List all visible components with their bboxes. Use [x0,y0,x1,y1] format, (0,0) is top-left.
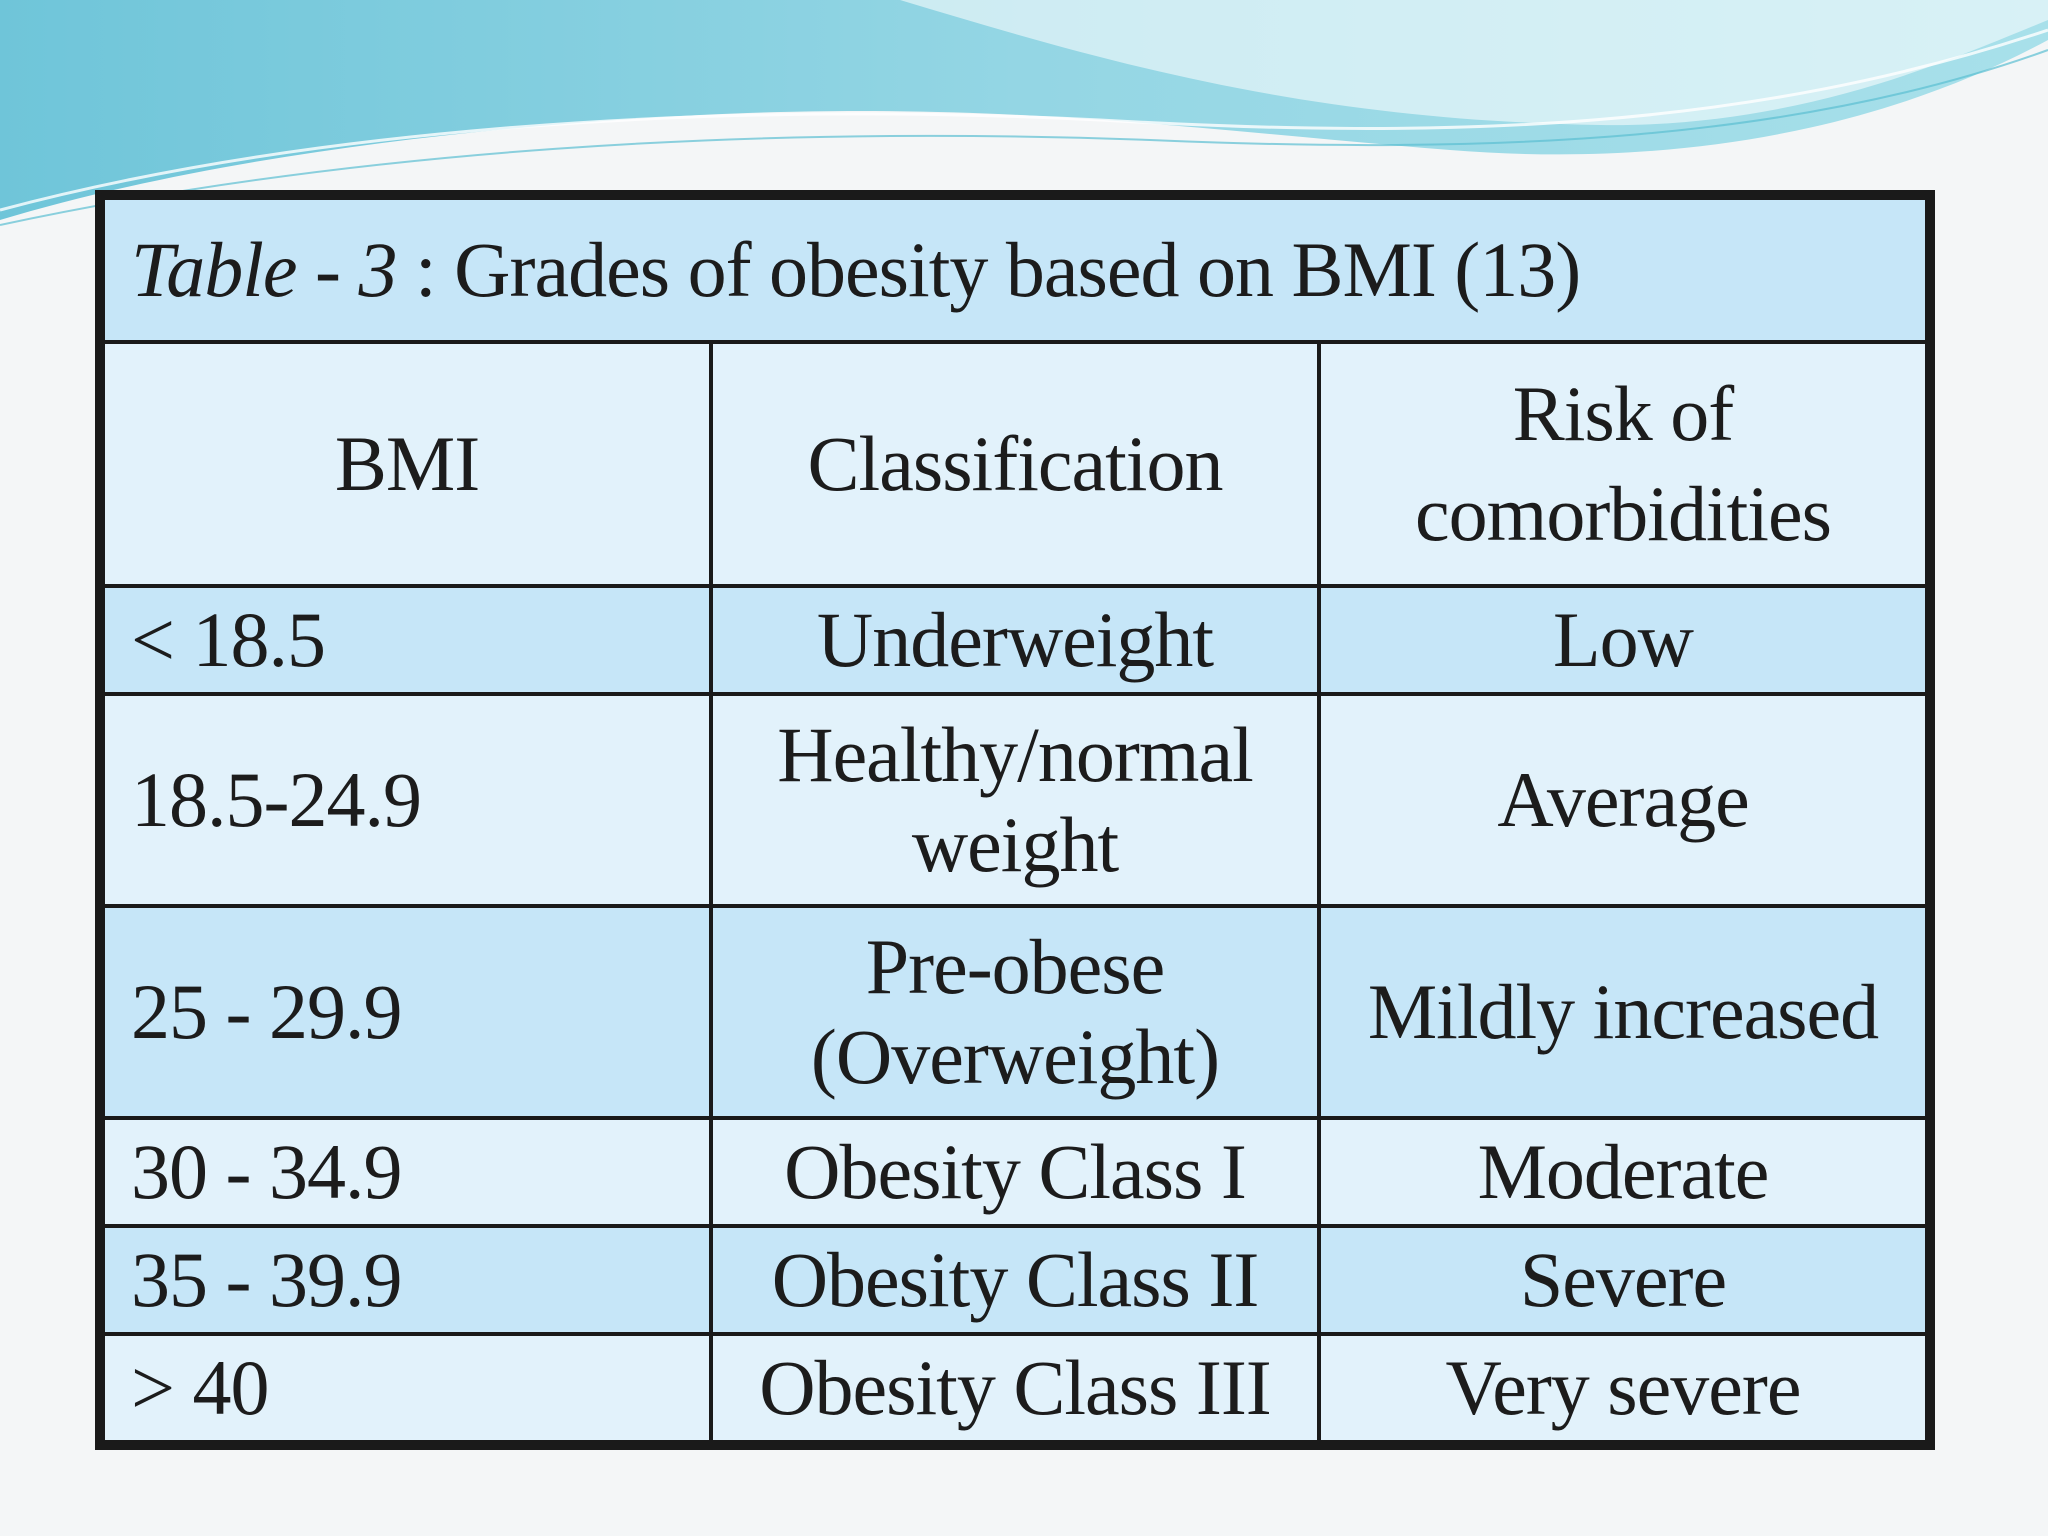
table-row: 18.5-24.9 Healthy/normal weight Average [101,692,1929,908]
cell-classification: Underweight [709,583,1321,697]
cell-risk: Average [1317,692,1929,908]
cell-classification: Pre-obese (Overweight) [709,903,1321,1120]
cell-classification: Obesity Class I [709,1115,1321,1228]
cell-risk: Moderate [1317,1115,1929,1228]
cell-risk: Mildly increased [1317,903,1929,1120]
cell-bmi: < 18.5 [101,583,713,697]
cell-risk: Severe [1317,1223,1929,1336]
cell-bmi: > 40 [101,1331,713,1445]
bmi-table: Table - 3 : Grades of obesity based on B… [101,196,1929,1445]
header-risk-text: Risk of comorbidities [1415,370,1832,557]
table-row: 35 - 39.9 Obesity Class II Severe [101,1223,1929,1336]
table-caption: Table - 3 : Grades of obesity based on B… [101,196,1929,344]
header-risk: Risk of comorbidities [1317,340,1929,588]
header-bmi: BMI [101,340,713,588]
table-caption-label: Table - 3 [131,226,397,313]
table-row: < 18.5 Underweight Low [101,583,1929,697]
cell-bmi: 18.5-24.9 [101,692,713,908]
header-classification: Classification [709,340,1321,588]
cell-risk: Very severe [1317,1331,1929,1445]
table-header-row: BMI Classification Risk of comorbidities [101,340,1929,588]
table-row: 25 - 29.9 Pre-obese (Overweight) Mildly … [101,903,1929,1120]
cell-bmi: 30 - 34.9 [101,1115,713,1228]
table-row: 30 - 34.9 Obesity Class I Moderate [101,1115,1929,1228]
table-caption-text: : Grades of obesity based on BMI (13) [396,226,1581,313]
cell-classification: Obesity Class III [709,1331,1321,1445]
cell-classification: Obesity Class II [709,1223,1321,1336]
table-row: > 40 Obesity Class III Very severe [101,1331,1929,1445]
cell-bmi: 25 - 29.9 [101,903,713,1120]
cell-classification: Healthy/normal weight [709,692,1321,908]
cell-risk: Low [1317,583,1929,697]
cell-bmi: 35 - 39.9 [101,1223,713,1336]
decorative-wave-header [0,0,2048,226]
bmi-table-frame: Table - 3 : Grades of obesity based on B… [95,190,1935,1450]
